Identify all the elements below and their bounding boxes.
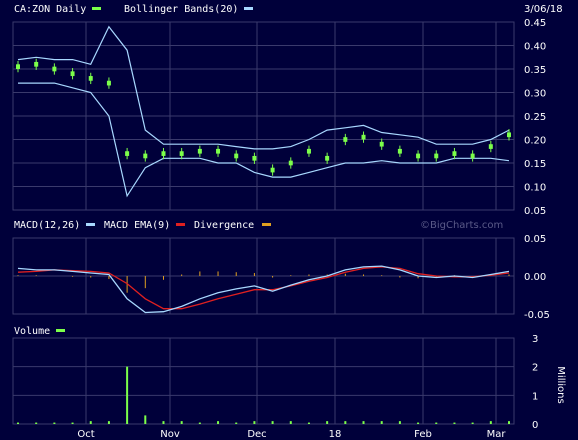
price-candle <box>488 144 493 149</box>
x-tick-label: Mar <box>487 429 507 440</box>
legend-swatch-icon <box>262 223 271 226</box>
bollinger-lower-line <box>18 82 510 198</box>
bollinger-label: Bollinger Bands(20) <box>124 4 238 15</box>
x-tick-label: Feb <box>414 429 432 440</box>
price-y-tick-label: 0.25 <box>524 112 546 123</box>
price-candle <box>70 71 75 77</box>
x-tick-label: Dec <box>247 429 266 440</box>
price-y-tick-label: 0.10 <box>524 183 546 194</box>
legend-swatch-icon <box>244 7 253 10</box>
price-candle <box>288 160 293 166</box>
price-candle <box>379 141 384 147</box>
volume-y-tick-label: 0 <box>532 420 538 431</box>
x-tick-label: Oct <box>77 429 94 440</box>
price-y-tick-label: 0.30 <box>524 89 546 100</box>
price-candle <box>106 80 111 86</box>
macd-line <box>17 265 510 314</box>
price-candle <box>507 132 511 138</box>
bollinger-upper-line <box>17 25 510 150</box>
volume-y-tick-label: 1 <box>532 391 538 402</box>
legend-swatch-icon <box>56 329 65 332</box>
price-y-tick-label: 0.05 <box>524 206 546 217</box>
price-y-tick-label: 0.15 <box>524 159 546 170</box>
chart-marks: Oct Nov Dec 18 Feb Mar 0.45 0.40 0.35 0.30 0.25 0.2… <box>16 18 550 440</box>
price-candle <box>270 167 275 173</box>
price-candle <box>416 153 421 159</box>
divergence-label: Divergence <box>194 220 254 231</box>
price-candle <box>52 66 57 72</box>
price-y-tick-label: 0.35 <box>524 65 546 76</box>
price-candle <box>306 148 311 154</box>
price-candle <box>179 151 184 156</box>
macd-y-tick-label: -0.05 <box>524 310 550 321</box>
price-candle <box>161 151 166 156</box>
price-y-tick-label: 0.20 <box>524 136 546 147</box>
price-candle <box>343 137 348 142</box>
price-y-tick-label: 0.40 <box>524 42 546 53</box>
price-candle <box>16 64 20 69</box>
price-candle <box>325 155 330 161</box>
grid-lines <box>13 21 514 425</box>
price-candle <box>252 155 257 161</box>
price-candle <box>361 134 366 140</box>
volume-label: Volume <box>14 326 50 337</box>
price-candle <box>125 151 130 156</box>
volume-y-tick-label: 3 <box>532 334 538 345</box>
macd-y-tick-label: 0.05 <box>524 234 546 245</box>
price-candle <box>216 148 221 154</box>
macd-ema-label: MACD EMA(9) <box>104 220 170 231</box>
price-candle <box>434 153 439 159</box>
price-y-tick-label: 0.45 <box>524 18 546 29</box>
price-candle <box>452 151 457 156</box>
macd-ema-line <box>17 266 510 310</box>
price-candle <box>234 153 239 159</box>
volume-y-tick-label: 2 <box>532 363 538 374</box>
price-candle <box>34 61 39 67</box>
date-label: 3/06/18 <box>524 4 563 15</box>
legend-swatch-icon <box>92 7 101 10</box>
price-candle <box>470 153 475 159</box>
watermark: ©BigCharts.com <box>420 220 503 231</box>
volume-unit-label: Millions <box>555 366 566 403</box>
volume-panel-frame <box>12 337 515 425</box>
macd-y-tick-label: 0.00 <box>524 272 546 283</box>
price-candle <box>197 148 202 154</box>
price-candle <box>143 153 148 159</box>
legend-swatch-icon <box>176 223 185 226</box>
symbol-label: CA:ZON Daily <box>14 4 86 15</box>
legend-swatch-icon <box>86 223 95 226</box>
x-tick-label: 18 <box>329 429 342 440</box>
price-candle <box>88 76 93 81</box>
macd-label: MACD(12,26) <box>14 220 80 231</box>
price-candle <box>397 148 402 154</box>
x-tick-label: Nov <box>160 429 180 440</box>
